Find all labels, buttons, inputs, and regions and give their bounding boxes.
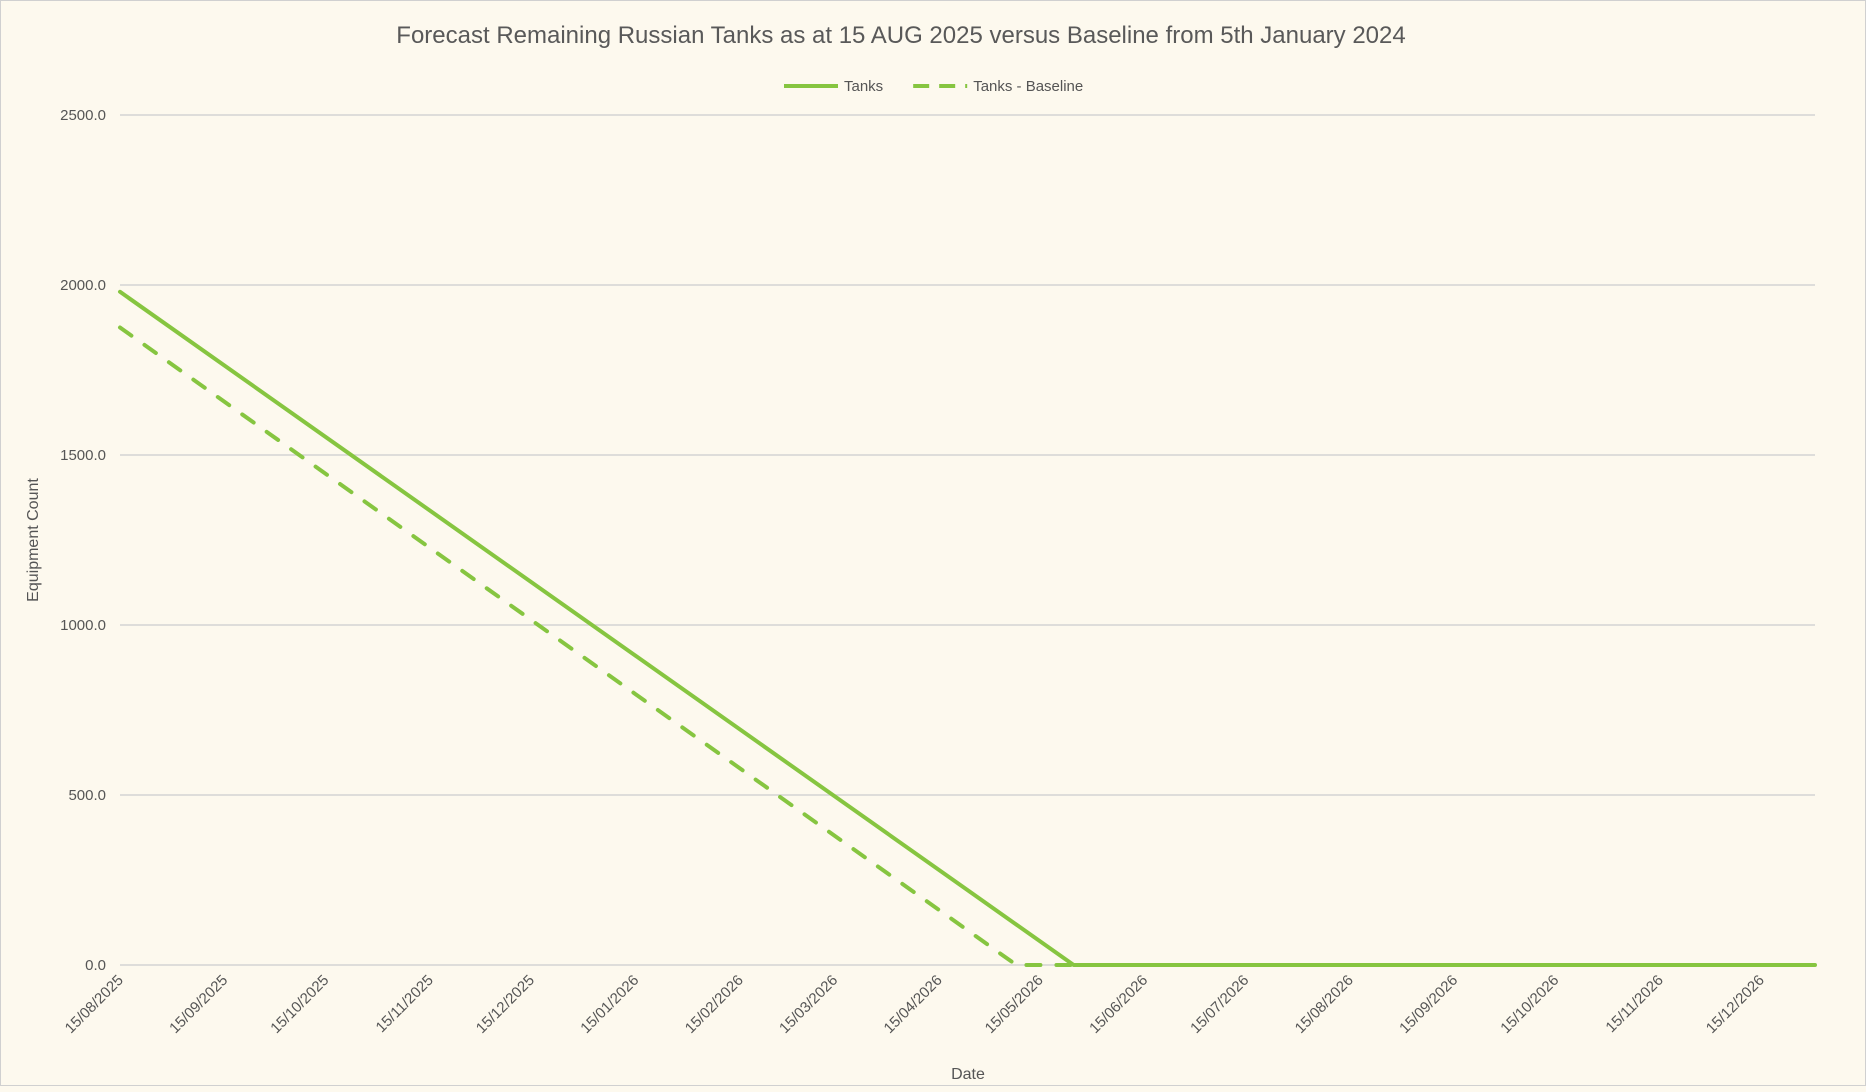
x-tick-label: 15/07/2026 <box>1187 972 1252 1037</box>
x-tick-label: 15/10/2026 <box>1497 972 1562 1037</box>
series-line-tanks <box>118 289 1817 967</box>
y-tick-label: 0.0 <box>85 957 106 974</box>
x-tick-label: 15/09/2026 <box>1396 972 1461 1037</box>
gridlines <box>120 114 1815 966</box>
x-tick-label: 15/12/2026 <box>1703 972 1768 1037</box>
x-axis-title: Date <box>951 1066 985 1083</box>
y-tick-label: 2000.0 <box>60 277 106 294</box>
x-tick-label: 15/09/2025 <box>166 972 231 1037</box>
x-tick-label: 15/10/2025 <box>267 972 332 1037</box>
y-axis-ticks: 0.0 500.0 1000.0 1500.0 2000.0 2500.0 <box>60 107 106 974</box>
x-tick-label: 15/04/2026 <box>881 972 946 1037</box>
y-tick-label: 1000.0 <box>60 617 106 634</box>
x-tick-label: 15/11/2025 <box>373 972 437 1036</box>
x-tick-label: 15/11/2026 <box>1602 972 1666 1036</box>
y-tick-label: 2500.0 <box>60 107 106 124</box>
y-tick-label: 1500.0 <box>60 447 106 464</box>
x-tick-label: 15/08/2026 <box>1292 972 1357 1037</box>
legend: Tanks Tanks - Baseline <box>784 78 1083 95</box>
x-tick-label: 15/01/2026 <box>577 972 642 1037</box>
x-tick-label: 15/03/2026 <box>776 972 841 1037</box>
x-tick-label: 15/05/2026 <box>982 972 1047 1037</box>
legend-label: Tanks - Baseline <box>973 78 1083 95</box>
x-tick-label: 15/08/2025 <box>62 972 127 1037</box>
x-tick-label: 15/06/2026 <box>1086 972 1151 1037</box>
x-tick-label: 15/02/2026 <box>682 972 747 1037</box>
y-tick-label: 500.0 <box>68 787 106 804</box>
series-group <box>118 289 1817 967</box>
x-axis-ticks: 15/08/2025 15/09/2025 15/10/2025 15/11/2025… <box>62 972 1768 1037</box>
y-axis-title: Equipment Count <box>25 478 42 602</box>
legend-label: Tanks <box>844 78 883 95</box>
series-line-tanks-baseline <box>118 325 1076 967</box>
x-tick-label: 15/12/2025 <box>473 972 538 1037</box>
chart-title: Forecast Remaining Russian Tanks as at 1… <box>396 22 1405 49</box>
